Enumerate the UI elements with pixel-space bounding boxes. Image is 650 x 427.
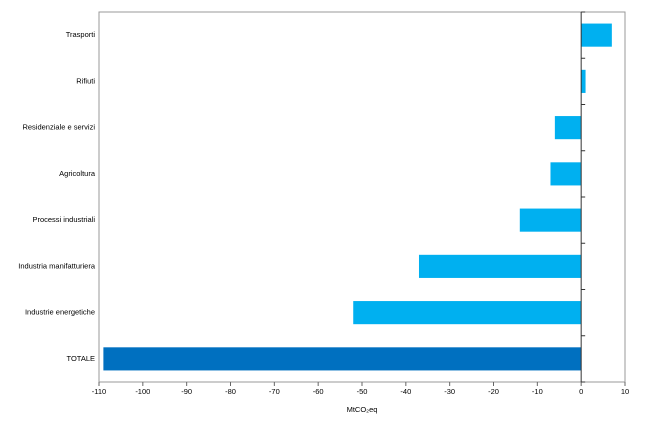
x-tick-label: -100 — [135, 387, 150, 396]
y-tick-label: Rifiuti — [76, 76, 95, 85]
y-tick-label: Trasporti — [66, 30, 96, 39]
x-tick-label: -50 — [357, 387, 368, 396]
y-tick-label: TOTALE — [67, 354, 95, 363]
x-tick-label: -40 — [400, 387, 411, 396]
x-tick-label: -10 — [532, 387, 543, 396]
y-tick-label: Processi industriali — [32, 215, 95, 224]
y-tick-label: Industria manifatturiera — [18, 261, 96, 270]
bar — [550, 162, 582, 186]
bar — [418, 254, 582, 278]
x-tick-label: -80 — [225, 387, 236, 396]
bar — [519, 208, 582, 232]
y-tick-label: Agricoltura — [59, 169, 96, 178]
y-tick-label: Residenziale e servizi — [22, 123, 95, 132]
plot-frame — [98, 11, 626, 383]
bar — [581, 69, 586, 93]
x-tick-label: -70 — [269, 387, 280, 396]
x-tick-label: -60 — [313, 387, 324, 396]
bar — [353, 301, 582, 325]
x-tick-label: -110 — [92, 387, 106, 396]
bar — [103, 347, 582, 371]
bar — [581, 23, 612, 47]
x-tick-label: -90 — [181, 387, 192, 396]
y-tick-label: Industrie energetiche — [25, 308, 95, 317]
x-tick-label: 10 — [621, 387, 629, 396]
x-tick-label: -30 — [444, 387, 455, 396]
x-axis-label: MtCO₂eq — [347, 405, 378, 414]
bar — [554, 116, 582, 140]
x-tick-label: -20 — [488, 387, 499, 396]
x-tick-label: 0 — [579, 387, 583, 396]
